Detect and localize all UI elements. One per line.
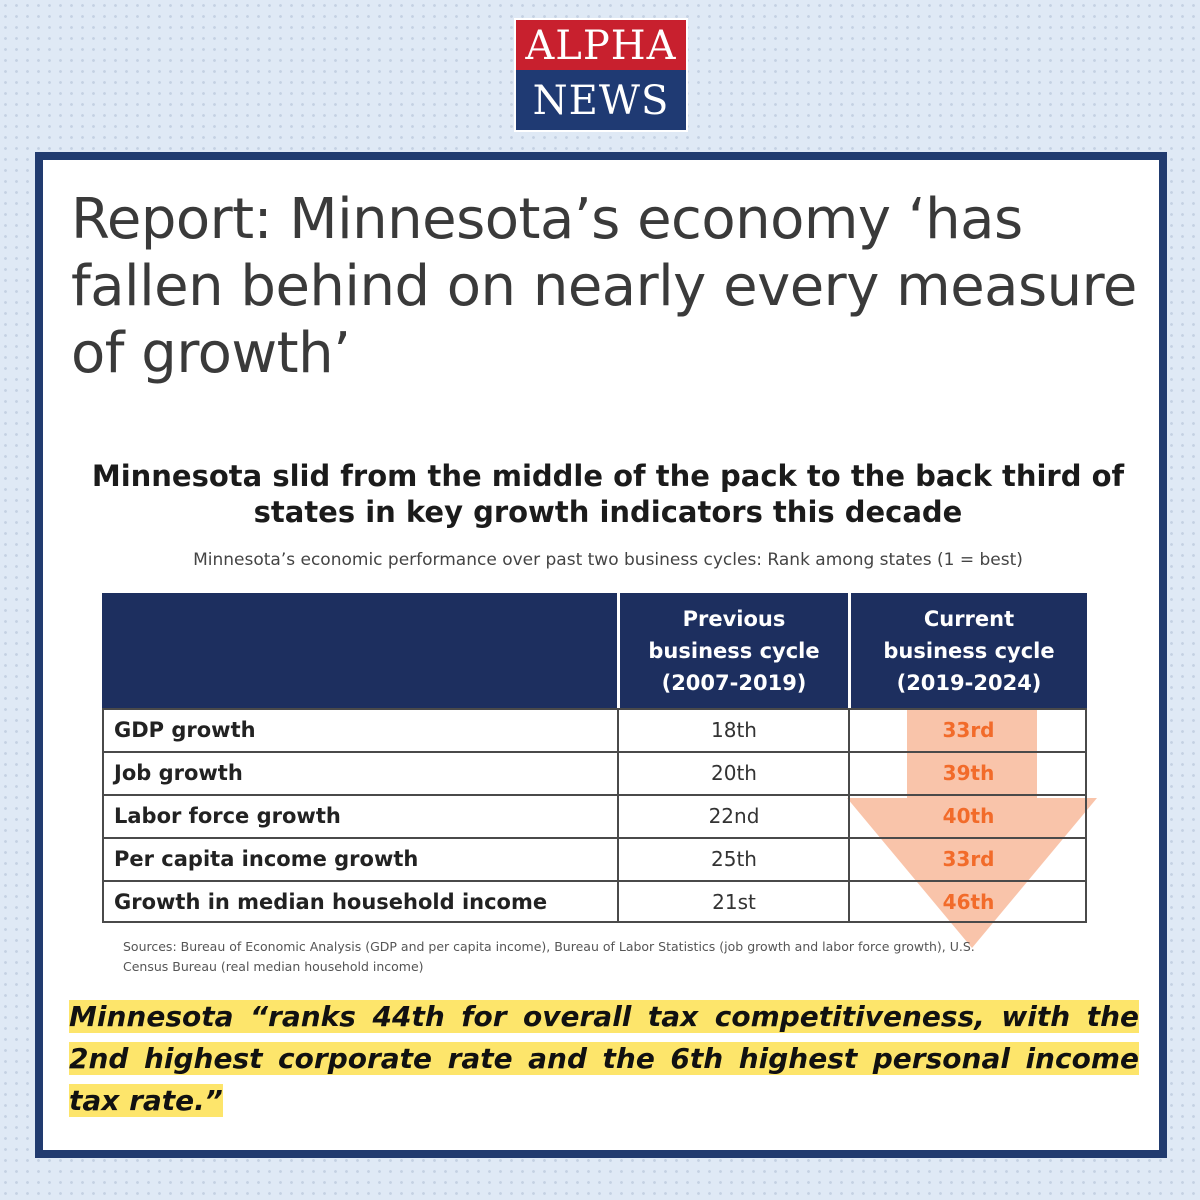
current-rank: 39th — [942, 761, 995, 785]
rank-table: Previous business cycle (2007-2019) Curr… — [102, 593, 1097, 948]
header-current-line: business cycle — [883, 638, 1055, 663]
row-label: Job growth — [114, 761, 243, 785]
chart-subtitle: Minnesota’s economic performance over pa… — [193, 550, 1023, 570]
current-rank: 33rd — [942, 718, 995, 742]
row-label: Labor force growth — [114, 804, 341, 828]
column-divider — [848, 708, 850, 923]
row-label: Growth in median household income — [114, 890, 548, 914]
table-row: Per capita income growth 25th 33rd — [104, 837, 1085, 880]
logo-line-alpha: ALPHA — [514, 18, 688, 70]
alpha-news-logo: ALPHA NEWS — [514, 18, 688, 132]
table-body: GDP growth 18th 33rd Job growth 20th 39t… — [102, 708, 1087, 923]
logo-line-news: NEWS — [514, 70, 688, 132]
previous-rank: 18th — [711, 718, 757, 742]
header-previous-line: Previous — [682, 606, 786, 631]
header-current-cycle: Current business cycle (2019-2024) — [851, 593, 1087, 708]
header-divider — [848, 593, 851, 708]
table-row: Job growth 20th 39th — [104, 751, 1085, 794]
header-current-line: (2019-2024) — [896, 670, 1042, 695]
header-previous-cycle: Previous business cycle (2007-2019) — [620, 593, 848, 708]
table-row: Labor force growth 22nd 40th — [104, 794, 1085, 837]
table-row: Growth in median household income 21st 4… — [104, 880, 1085, 923]
previous-rank: 20th — [711, 761, 757, 785]
row-label: GDP growth — [114, 718, 256, 742]
current-rank: 40th — [942, 804, 995, 828]
headline: Report: Minnesota’s economy ‘has fallen … — [71, 187, 1137, 387]
article-card: Report: Minnesota’s economy ‘has fallen … — [35, 152, 1167, 1158]
column-divider — [617, 708, 619, 923]
header-previous-line: (2007-2019) — [661, 670, 807, 695]
header-current-line: Current — [923, 606, 1015, 631]
tax-quote-text: Minnesota “ranks 44th for overall tax co… — [69, 1000, 1139, 1117]
decline-arrow-icon — [847, 708, 1097, 948]
chart-title: Minnesota slid from the middle of the pa… — [91, 459, 1125, 530]
table-row: GDP growth 18th 33rd — [104, 710, 1085, 753]
row-label: Per capita income growth — [114, 847, 419, 871]
header-previous-line: business cycle — [648, 638, 820, 663]
previous-rank: 22nd — [708, 804, 760, 828]
tax-quote: Minnesota “ranks 44th for overall tax co… — [69, 996, 1139, 1122]
previous-rank: 25th — [711, 847, 757, 871]
chart-sources: Sources: Bureau of Economic Analysis (GD… — [123, 939, 975, 974]
current-rank: 46th — [942, 890, 995, 914]
table-header — [102, 593, 1087, 708]
previous-rank: 21st — [712, 890, 756, 914]
header-divider — [617, 593, 620, 708]
current-rank: 33rd — [942, 847, 995, 871]
